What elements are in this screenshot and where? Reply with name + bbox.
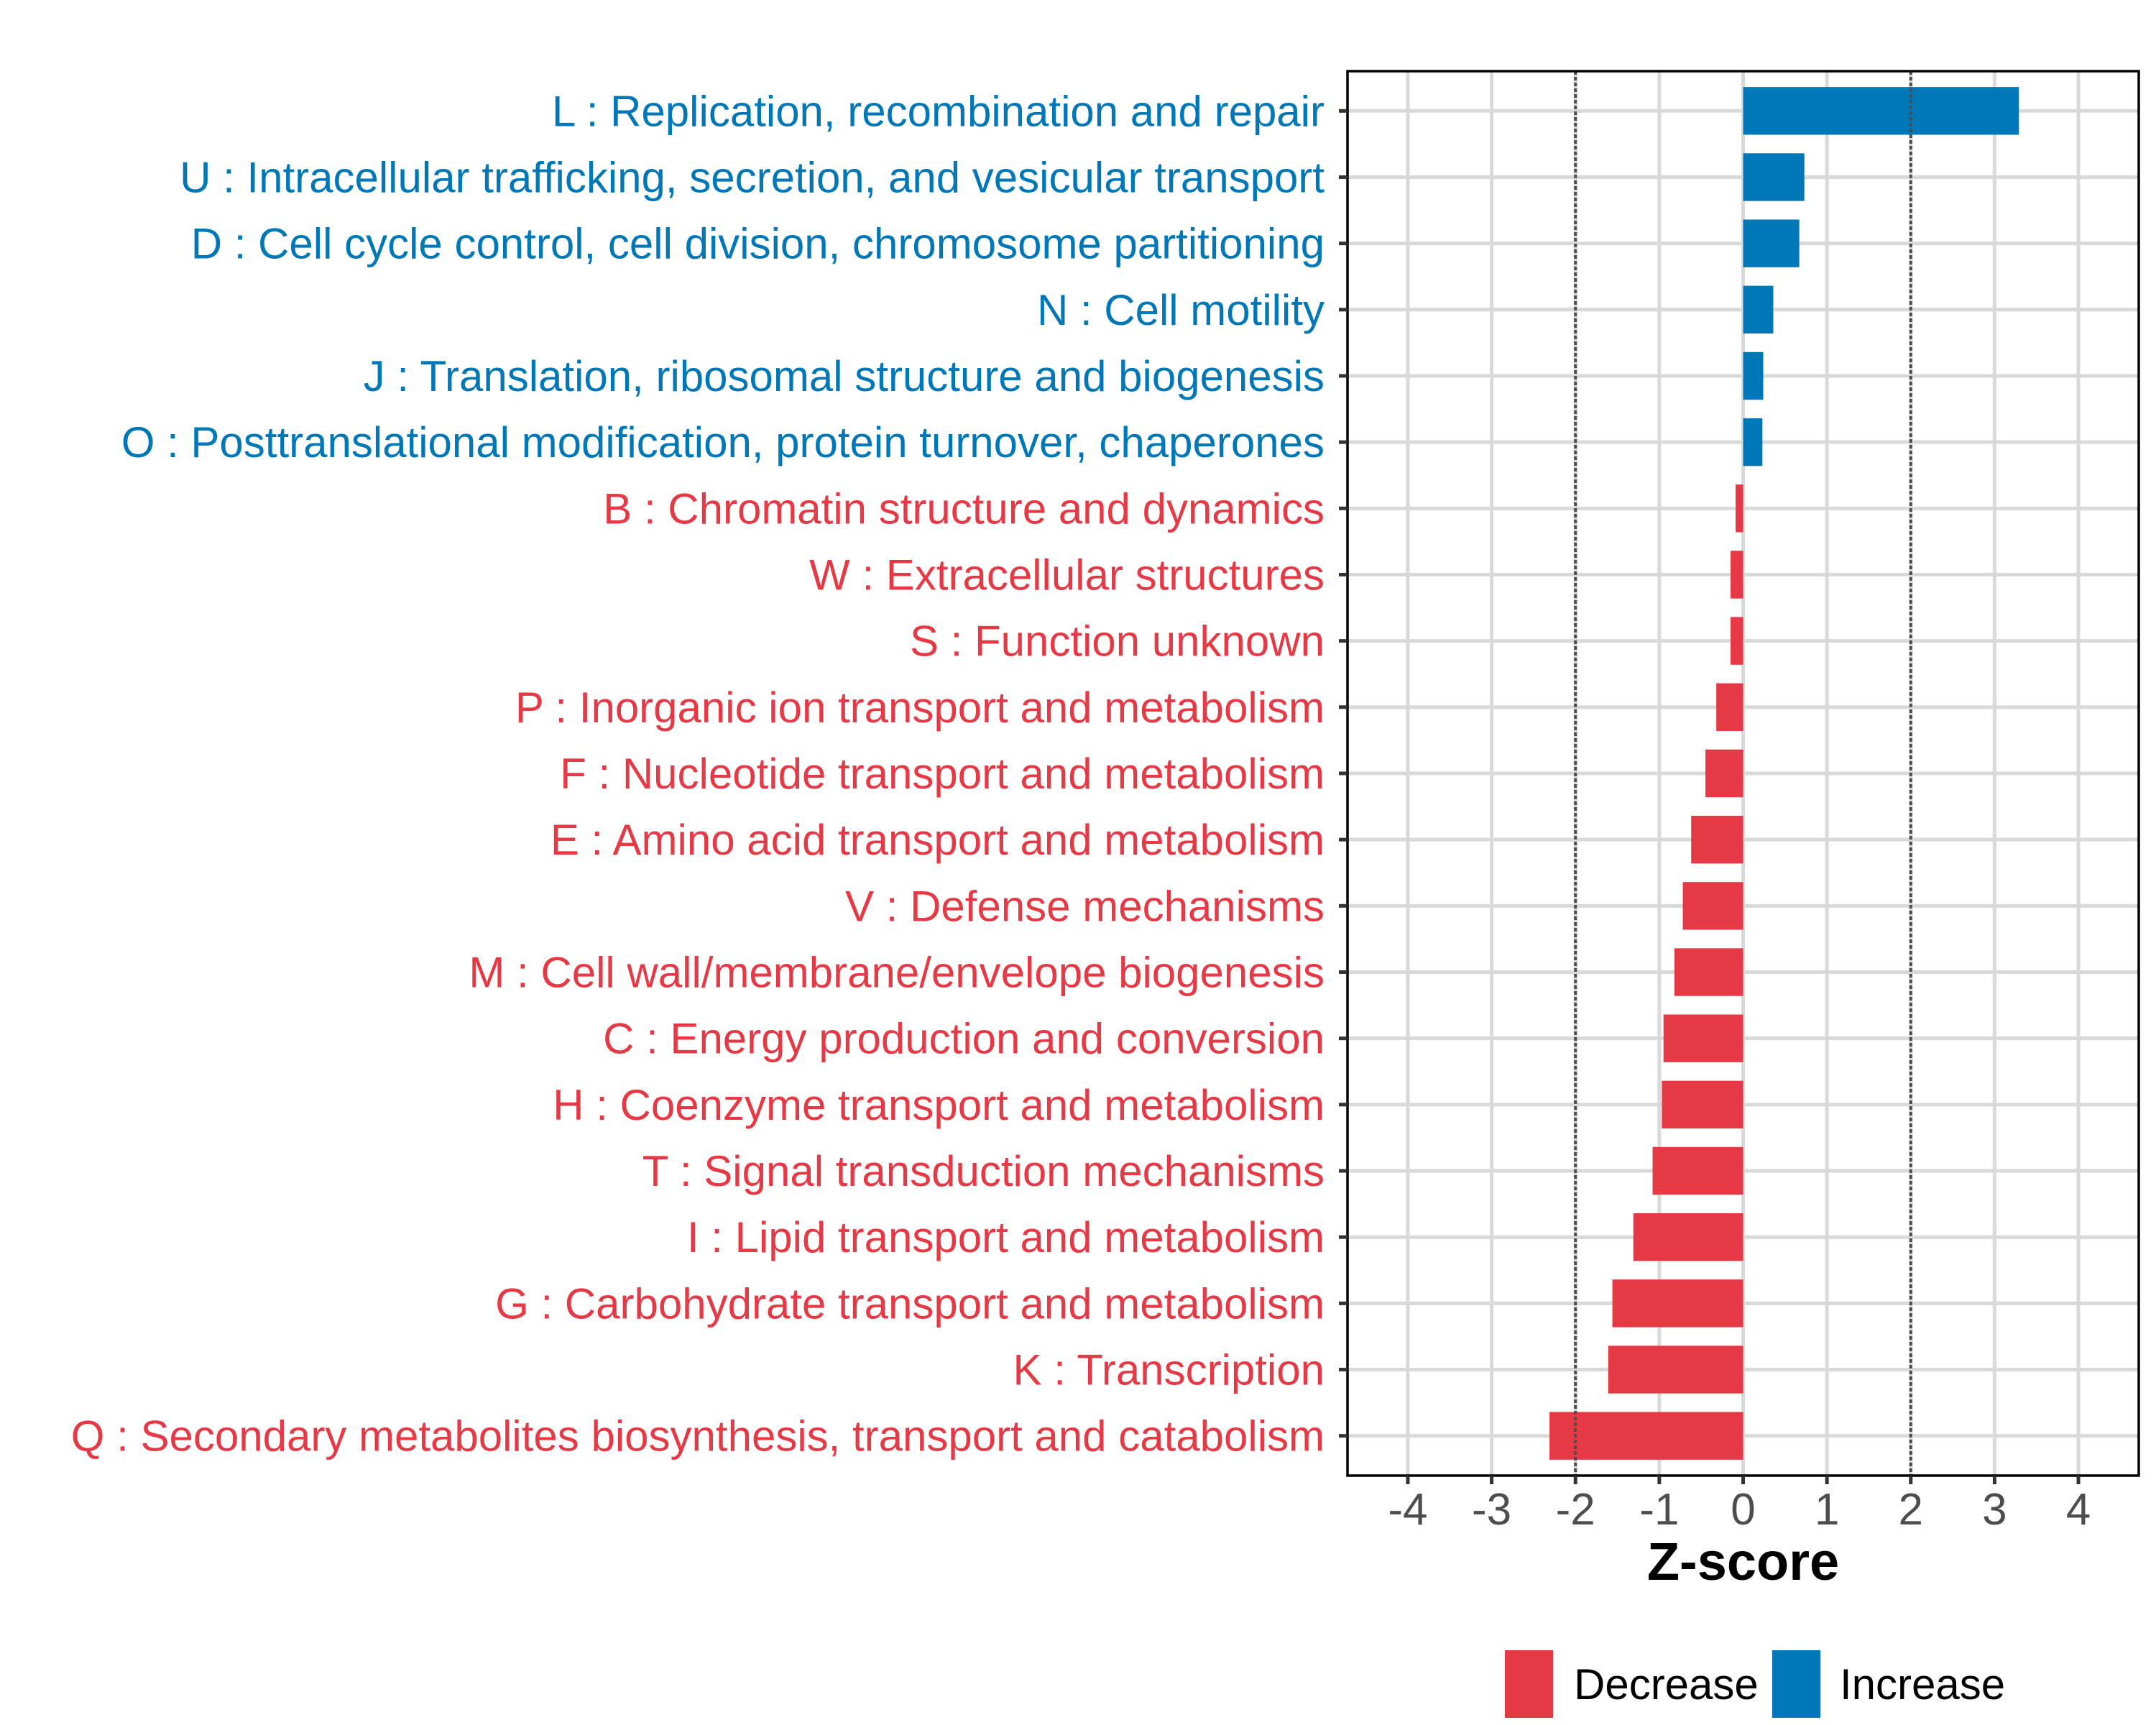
category-label: W : Extracellular structures <box>809 551 1325 599</box>
bar-s <box>1731 617 1743 665</box>
bar-m <box>1674 948 1743 996</box>
bar-d <box>1743 219 1800 267</box>
legend-key-increase <box>1772 1650 1820 1718</box>
category-label: D : Cell cycle control, cell division, c… <box>191 220 1325 268</box>
bar-f <box>1705 749 1743 798</box>
bar-q <box>1549 1412 1743 1460</box>
x-tick-label: -1 <box>1639 1485 1679 1535</box>
x-tick-label: 0 <box>1731 1485 1755 1535</box>
bar-i <box>1633 1213 1743 1261</box>
legend-label-decrease: Decrease <box>1574 1660 1759 1708</box>
bar-u <box>1743 153 1805 201</box>
category-label: E : Amino acid transport and metabolism <box>550 816 1325 864</box>
category-label: T : Signal transduction mechanisms <box>642 1147 1325 1195</box>
bar-b <box>1736 484 1743 533</box>
x-axis-ticks <box>1406 1476 2081 1484</box>
category-label: V : Defense mechanisms <box>845 882 1325 930</box>
x-tick-label: 1 <box>1815 1485 1839 1535</box>
category-label: I : Lipid transport and metabolism <box>687 1213 1325 1261</box>
category-label: F : Nucleotide transport and metabolism <box>560 750 1325 798</box>
legend: Decrease Increase <box>1505 1650 2005 1718</box>
bar-j <box>1743 351 1764 400</box>
bar-c <box>1663 1014 1743 1062</box>
category-label: K : Transcription <box>1013 1346 1325 1394</box>
bar-v <box>1682 882 1743 930</box>
bar-h <box>1662 1080 1743 1129</box>
bars <box>1549 87 2019 1460</box>
category-label: Q : Secondary metabolites biosynthesis, … <box>71 1412 1325 1460</box>
category-label: M : Cell wall/membrane/envelope biogenes… <box>469 949 1325 997</box>
bar-o <box>1743 418 1763 466</box>
x-tick-label: 4 <box>2066 1485 2091 1535</box>
x-axis-tick-labels: -4 -3 -2 -1 0 1 2 3 4 <box>1388 1485 2091 1535</box>
bar-l <box>1743 87 2019 135</box>
bar-t <box>1652 1146 1743 1195</box>
category-label: N : Cell motility <box>1037 286 1325 334</box>
category-label: H : Coenzyme transport and metabolism <box>553 1081 1325 1129</box>
category-label: P : Inorganic ion transport and metaboli… <box>515 684 1325 732</box>
x-tick-label: -3 <box>1472 1485 1511 1535</box>
category-label: B : Chromatin structure and dynamics <box>603 484 1325 533</box>
legend-key-decrease <box>1505 1650 1553 1718</box>
y-axis-labels: L : Replication, recombination and repai… <box>71 87 1325 1460</box>
x-tick-label: 3 <box>1982 1485 2007 1535</box>
category-label: L : Replication, recombination and repai… <box>552 87 1325 135</box>
category-label: C : Energy production and conversion <box>603 1015 1325 1063</box>
bar-w <box>1731 551 1743 599</box>
category-label: U : Intracellular trafficking, secretion… <box>180 153 1325 201</box>
legend-label-increase: Increase <box>1840 1660 2005 1708</box>
category-label: O : Posttranslational modification, prot… <box>121 418 1325 466</box>
x-tick-label: -2 <box>1556 1485 1595 1535</box>
reference-lines <box>1574 71 1912 1476</box>
y-axis-ticks <box>1339 109 1348 1438</box>
bar-k <box>1608 1346 1743 1394</box>
bar-e <box>1691 815 1743 864</box>
bar-p <box>1716 683 1743 732</box>
x-axis-title: Z-score <box>1647 1532 1839 1591</box>
category-label: G : Carbohydrate transport and metabolis… <box>495 1279 1325 1328</box>
bar-g <box>1612 1279 1743 1328</box>
x-tick-label: -4 <box>1388 1485 1427 1535</box>
bar-n <box>1743 285 1774 334</box>
category-label: J : Translation, ribosomal structure and… <box>364 352 1325 400</box>
category-label: S : Function unknown <box>910 617 1325 666</box>
x-tick-label: 2 <box>1899 1485 1923 1535</box>
